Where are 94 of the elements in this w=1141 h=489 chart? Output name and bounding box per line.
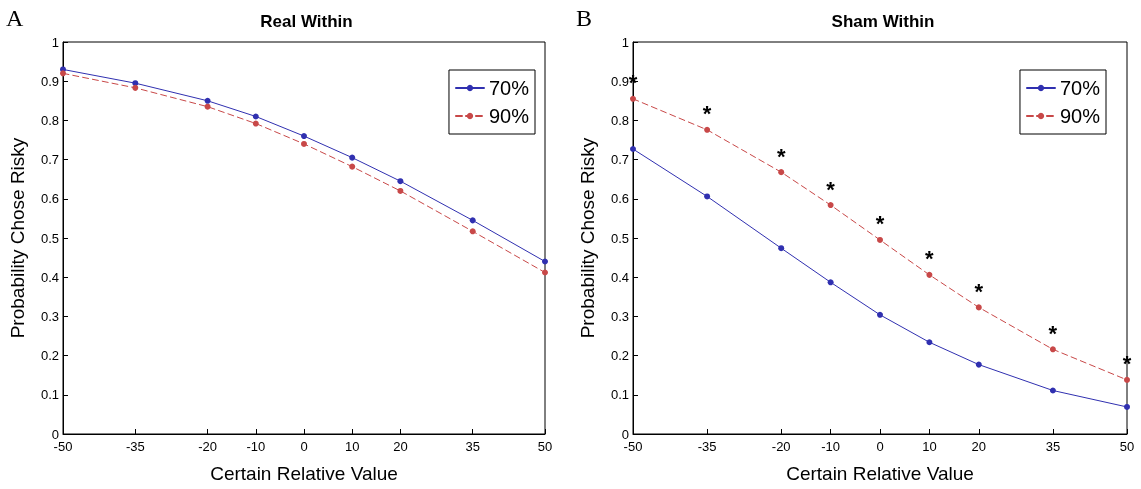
y-tick-label: 0.1: [40, 387, 59, 403]
point: [877, 236, 883, 243]
x-tick-label: -20: [198, 439, 217, 454]
annotation: *: [875, 211, 885, 237]
point: [975, 361, 982, 368]
annotation: *: [826, 176, 836, 202]
x-tick-label: -35: [125, 439, 145, 454]
y-tick-label: 0.7: [40, 152, 59, 168]
legend-label: 90%: [488, 105, 530, 127]
point: [469, 217, 476, 224]
x-tick-label: 0: [300, 439, 308, 454]
x-tick-label: 35: [465, 439, 480, 454]
x-tick-label: 10: [922, 439, 937, 454]
y-tick-label: 0.9: [610, 73, 629, 89]
chart-title: Sham Within: [831, 12, 935, 31]
x-axis-title: Certain Relative Value: [786, 463, 974, 484]
y-tick-label: 1: [51, 34, 59, 50]
y-tick-label: 0.2: [610, 348, 629, 364]
y-tick-label: 0.2: [40, 348, 59, 364]
point: [542, 269, 548, 276]
text: A: [6, 5, 24, 31]
y-tick-label: 0.5: [610, 230, 629, 246]
text: B: [576, 5, 593, 31]
x-tick-label: -10: [246, 439, 266, 454]
point: [926, 339, 933, 346]
point: [827, 279, 834, 286]
y-tick-label: 0.8: [40, 112, 59, 128]
y-tick-label: 0.4: [610, 269, 629, 285]
point: [397, 187, 404, 194]
y-axis-title: Probability Chose Risky: [7, 137, 28, 339]
point: [1049, 346, 1056, 353]
point: [778, 245, 785, 252]
point: [778, 169, 785, 176]
y-tick-label: 0.3: [610, 308, 629, 324]
annotation: *: [776, 143, 786, 169]
annotation: *: [1048, 320, 1058, 346]
x-tick-label: 10: [344, 439, 360, 454]
point: [469, 228, 476, 235]
point: [1124, 403, 1130, 410]
point: [252, 120, 259, 127]
point: [301, 140, 307, 147]
point: [60, 70, 66, 77]
x-tick-label: 20: [393, 439, 408, 454]
point: [630, 146, 636, 153]
y-tick-label: 0.8: [610, 112, 629, 128]
chart-title: Real Within: [260, 12, 353, 31]
y-tick-label: 0.6: [610, 191, 629, 207]
point: [204, 97, 211, 104]
x-tick-label: -10: [821, 439, 840, 454]
point: [827, 202, 834, 209]
y-tick-label: 0.5: [40, 230, 59, 246]
point: [630, 95, 636, 102]
point: [926, 271, 933, 278]
point: [397, 178, 404, 185]
legend-label: 70%: [1059, 77, 1101, 99]
point: [301, 133, 307, 140]
y-tick-label: 0.1: [610, 387, 629, 403]
legend-label: 70%: [488, 77, 530, 99]
point: [349, 154, 356, 161]
x-tick-label: 50: [1119, 439, 1135, 454]
annotation: *: [1122, 351, 1132, 377]
x-tick-label: 0: [876, 439, 884, 454]
x-tick-label: -35: [697, 439, 717, 454]
point: [1124, 376, 1130, 383]
y-tick-label: 0.3: [40, 308, 59, 324]
point: [252, 113, 259, 120]
y-tick-label: 0.7: [610, 152, 629, 168]
y-tick-label: 0.6: [40, 191, 59, 207]
point: [349, 163, 356, 170]
legend-label: 90%: [1059, 105, 1101, 127]
x-axis-title: Certain Relative Value: [210, 463, 398, 484]
x-tick-label: 20: [971, 439, 987, 454]
y-tick-label: 0: [621, 426, 629, 442]
y-tick-label: 1: [621, 34, 629, 50]
point: [204, 103, 211, 110]
point: [704, 193, 711, 200]
x-tick-label: -50: [53, 439, 73, 454]
point: [975, 304, 982, 311]
point: [542, 258, 548, 265]
point: [877, 311, 883, 318]
x-tick-label: -50: [623, 439, 643, 454]
annotation: *: [974, 278, 984, 304]
annotation: *: [702, 101, 712, 127]
y-axis-title: Probability Chose Risky: [577, 137, 598, 339]
x-tick-label: 35: [1045, 439, 1061, 454]
y-tick-label: 0.9: [40, 73, 59, 89]
point: [1049, 387, 1056, 394]
y-tick-label: 0.4: [40, 269, 59, 285]
annotation: *: [925, 246, 935, 272]
point: [704, 126, 711, 133]
point: [132, 84, 139, 91]
y-tick-label: 0: [51, 426, 59, 442]
x-tick-label: 50: [537, 439, 553, 454]
x-tick-label: -20: [771, 439, 791, 454]
